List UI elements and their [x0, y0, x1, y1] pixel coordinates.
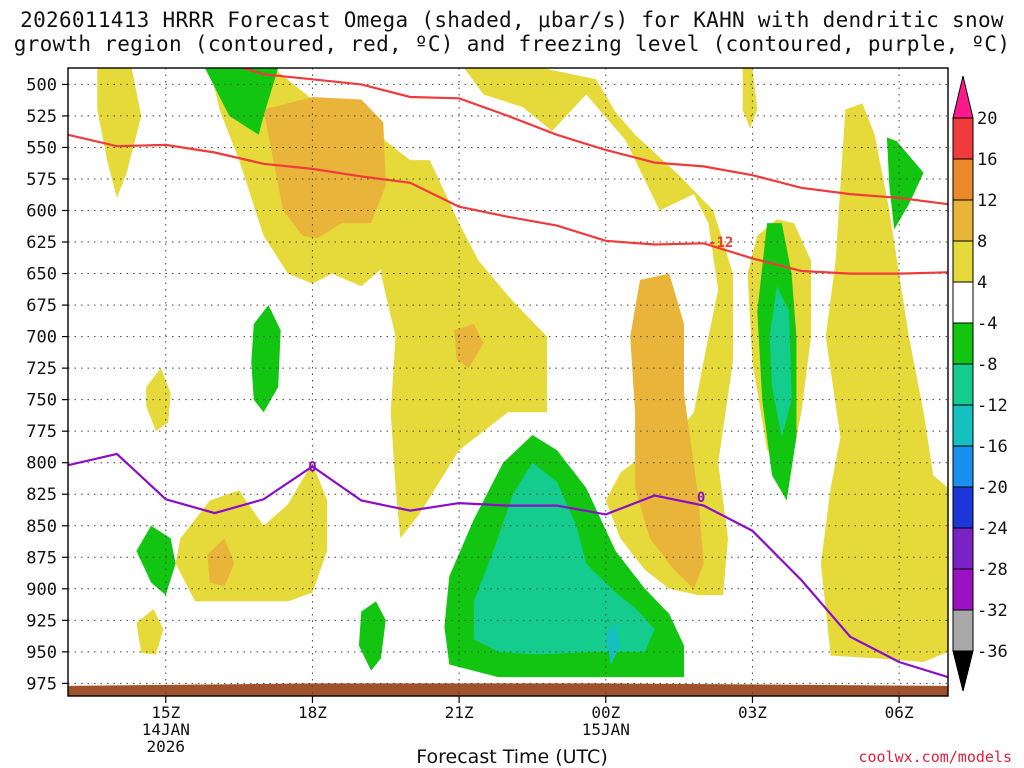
omega-region-13	[207, 538, 235, 587]
colorbar-bottom-arrow	[952, 650, 974, 692]
omega-region-15	[251, 305, 281, 413]
y-tick-label: 750	[26, 391, 57, 411]
colorbar-segment	[952, 568, 974, 611]
freezing-contour-label-0: 0	[308, 459, 316, 475]
colorbar-tick-label: 8	[977, 232, 987, 252]
y-tick-label: 725	[26, 359, 57, 379]
omega-region-6	[136, 609, 164, 655]
colorbar-tick-label: -20	[977, 478, 1008, 498]
omega-region-0	[97, 68, 142, 198]
colorbar-segment	[952, 486, 974, 529]
x-tick-label: 18Z	[298, 703, 327, 722]
colorbar-segment	[952, 199, 974, 242]
colorbar-tick-label: 16	[977, 150, 997, 170]
colorbar-segment	[952, 158, 974, 201]
y-tick-label: 500	[26, 75, 57, 95]
dgz-lower-contour	[68, 133, 948, 275]
x-tick-label: 2026	[147, 737, 186, 756]
terrain	[68, 683, 948, 696]
colorbar-tick-label: 12	[977, 191, 997, 211]
omega-region-20	[886, 137, 924, 230]
x-tick-label: 15JAN	[582, 720, 630, 739]
y-tick-label: 925	[26, 611, 57, 631]
colorbar-segment	[952, 117, 974, 160]
colorbar-segment	[952, 281, 974, 324]
omega-region-22	[769, 286, 792, 438]
ground-surface	[68, 683, 948, 696]
y-tick-label: 575	[26, 170, 57, 190]
colorbar-segment	[952, 363, 974, 406]
x-axis-label: Forecast Time (UTC)	[416, 746, 608, 768]
chart-title-line-1: 2026011413 HRRR Forecast Omega (shaded, …	[20, 8, 1004, 32]
y-tick-label: 525	[26, 107, 57, 127]
y-tick-label: 800	[26, 454, 57, 474]
dgz-upper-contour	[239, 68, 948, 206]
y-tick-label: 975	[26, 674, 57, 694]
colorbar-tick-label: -12	[977, 396, 1008, 416]
colorbar-tick-label: -28	[977, 560, 1008, 580]
colorbar-tick-label: 20	[977, 109, 997, 129]
plot-frame	[67, 67, 949, 697]
colorbar-segment	[952, 404, 974, 447]
colorbar-tick-label: 4	[977, 273, 987, 293]
colorbar-tick-label: -4	[977, 314, 997, 334]
dgz-contour-label: -12	[708, 235, 733, 251]
colorbar-tick-label: -24	[977, 519, 1008, 539]
omega-region-9	[820, 103, 948, 663]
y-tick-label: 775	[26, 422, 57, 442]
colorbar-tick-label: -32	[977, 601, 1008, 621]
y-tick-label: 700	[26, 328, 57, 348]
credit-link[interactable]: coolwx.com/models	[858, 748, 1012, 766]
omega-region-23	[605, 624, 621, 665]
omega-region-21	[473, 462, 655, 655]
colorbar: 20 16 12 8 4 -4 -8 -12 -16 -20 -24 -28 -32 -36	[952, 75, 1008, 692]
y-tick-label: 950	[26, 643, 57, 663]
y-tick-label: 600	[26, 201, 57, 221]
y-tick-label: 875	[26, 548, 57, 568]
y-axis: 500 525 550 575 600 625 650 675 700 725 750 775 800 8…	[26, 75, 68, 694]
x-tick-label: 21Z	[445, 703, 474, 722]
freezing-level-contour	[68, 452, 948, 679]
freezing-contour-label-1: 0	[697, 490, 705, 506]
omega-shading	[97, 68, 948, 678]
y-tick-label: 650	[26, 265, 57, 285]
colorbar-segment	[952, 609, 974, 652]
chart-title-line-2: growth region (contoured, red, ºC) and f…	[13, 32, 1011, 56]
y-tick-label: 850	[26, 517, 57, 537]
colorbar-top-arrow	[952, 75, 974, 119]
y-tick-label: 825	[26, 485, 57, 505]
colorbar-segment	[952, 527, 974, 570]
colorbar-segment	[952, 445, 974, 488]
colorbar-tick-label: -16	[977, 437, 1008, 457]
colorbar-tick-label: -36	[977, 642, 1008, 662]
omega-region-14	[204, 68, 279, 135]
x-tick-label: 06Z	[885, 703, 914, 722]
colorbar-tick-label: -8	[977, 355, 997, 375]
x-tick-label: 14JAN	[142, 720, 190, 739]
grid-lines	[68, 68, 948, 696]
omega-region-17	[358, 601, 386, 671]
omega-region-12	[454, 324, 484, 369]
omega-region-10	[263, 97, 386, 239]
temperature-contours: -12 0 0	[68, 68, 948, 679]
colorbar-segment	[952, 322, 974, 365]
x-tick-label: 03Z	[738, 703, 767, 722]
omega-region-8	[742, 68, 758, 129]
y-tick-label: 625	[26, 233, 57, 253]
y-tick-label: 550	[26, 138, 57, 158]
colorbar-segment	[952, 240, 974, 283]
x-tick-label: 15Z	[151, 703, 180, 722]
omega-region-5	[146, 368, 171, 432]
y-tick-label: 675	[26, 296, 57, 316]
x-tick-label: 00Z	[591, 703, 620, 722]
y-tick-label: 900	[26, 580, 57, 600]
